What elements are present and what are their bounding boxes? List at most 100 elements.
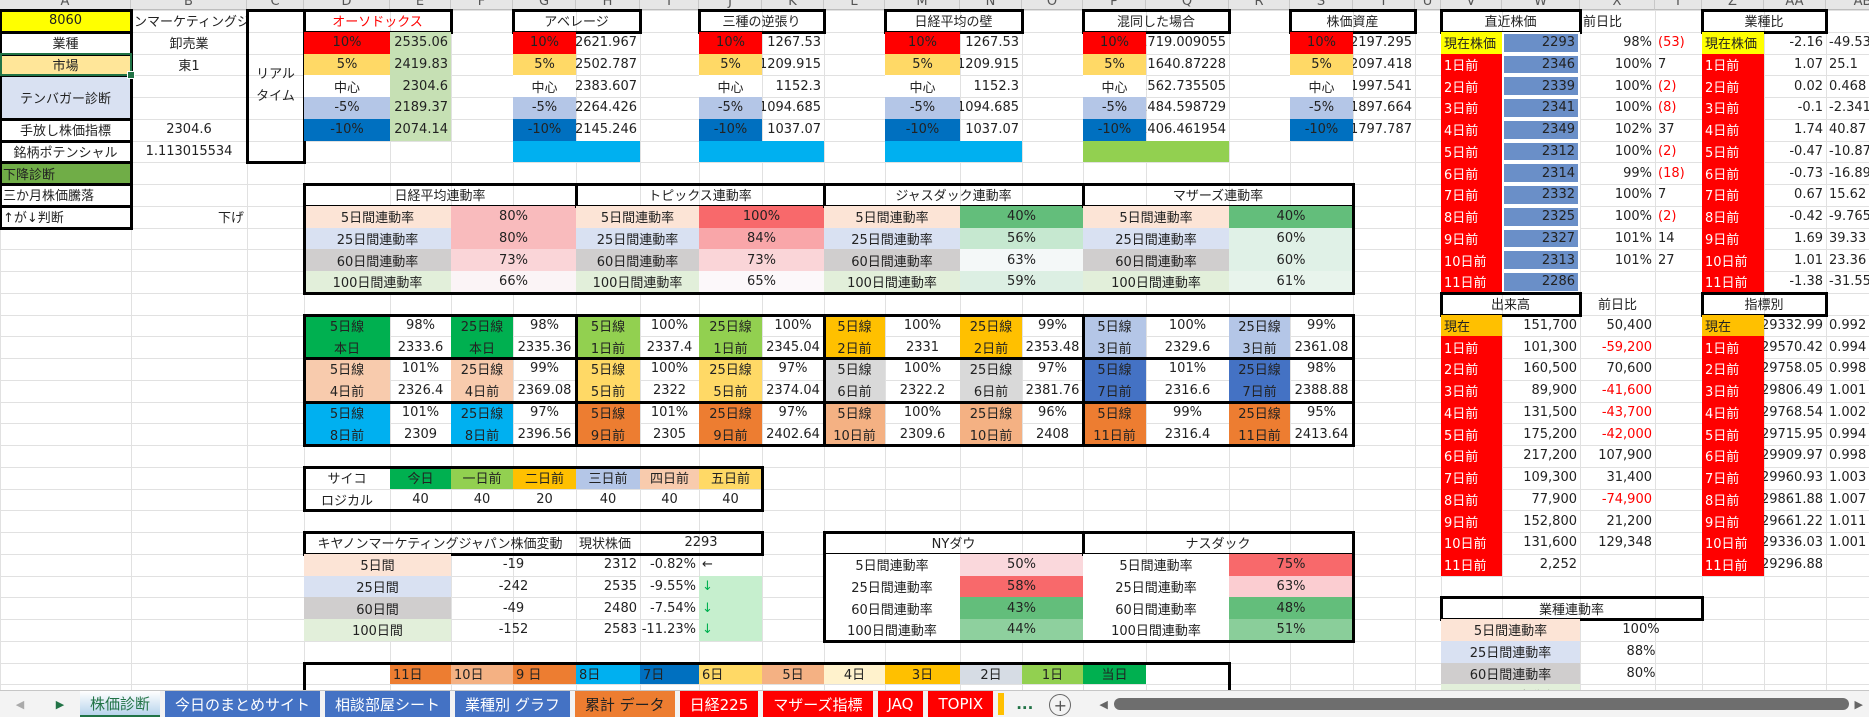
level-value[interactable]: 1640.87228 bbox=[1147, 56, 1226, 72]
ma25-label[interactable]: 25日線 bbox=[451, 314, 513, 337]
ma25-pct[interactable]: 97% bbox=[530, 404, 559, 420]
ma-day-label[interactable]: 11日前 bbox=[1083, 423, 1146, 445]
index-ratio[interactable]: 1.007 bbox=[1829, 491, 1867, 507]
judge-label[interactable]: ↑が↓判断 bbox=[3, 211, 64, 227]
us-period-label[interactable]: 60日間連動率 bbox=[824, 597, 960, 619]
ma25-pct[interactable]: 95% bbox=[1307, 404, 1336, 420]
potential-label[interactable]: 銘柄ポテンシャル bbox=[13, 145, 118, 161]
price-change-pct[interactable]: -7.54% bbox=[650, 600, 696, 616]
us-index-value[interactable]: 75% bbox=[1229, 553, 1353, 576]
index-day-label[interactable]: 11日前 bbox=[1702, 553, 1764, 576]
level-value[interactable]: 1897.664 bbox=[1353, 100, 1412, 116]
level-value[interactable]: 1037.07 bbox=[965, 122, 1019, 138]
sector-period-label[interactable]: 5日間連動率 bbox=[1441, 619, 1580, 641]
ma25-pct[interactable]: 99% bbox=[1038, 317, 1067, 333]
recent-diff[interactable]: (53) bbox=[1658, 35, 1685, 51]
correlation-period-label[interactable]: 60日間連動率 bbox=[1083, 249, 1229, 271]
volume-day-label[interactable]: 8日前 bbox=[1441, 488, 1502, 511]
ma5-label[interactable]: 5日線 bbox=[304, 314, 390, 337]
recent-price[interactable]: 2346 bbox=[1502, 53, 1580, 76]
day-strip-label[interactable]: 8日 bbox=[576, 662, 640, 685]
us-index-value[interactable]: 63% bbox=[1229, 575, 1353, 598]
recent-day-label[interactable]: 現在株価 bbox=[1441, 31, 1502, 54]
correlation-value[interactable]: 100% bbox=[699, 205, 824, 228]
level-label[interactable]: -5% bbox=[1083, 97, 1146, 119]
ratio-value[interactable]: -1.38 bbox=[1789, 274, 1823, 290]
ma-day-label[interactable]: 本日 bbox=[451, 336, 513, 358]
ma5-pct[interactable]: 100% bbox=[903, 404, 942, 420]
column-header[interactable]: Z bbox=[1702, 0, 1764, 10]
ratio-value-2[interactable]: 15.62 bbox=[1829, 187, 1867, 203]
us-period-label[interactable]: 5日間連動率 bbox=[824, 553, 960, 576]
sector-period-label[interactable]: 100日間連動率 bbox=[1441, 684, 1580, 690]
us-index-value[interactable]: 50% bbox=[960, 553, 1083, 576]
recent-pct[interactable]: 100% bbox=[1614, 187, 1652, 203]
index-ratio[interactable]: 0.994 bbox=[1829, 426, 1867, 442]
psychological-day[interactable]: 三日前 bbox=[576, 466, 640, 489]
column-header[interactable]: O bbox=[1022, 0, 1083, 10]
ma5-value[interactable]: 2316.4 bbox=[1164, 426, 1211, 442]
level-value[interactable]: 1152.3 bbox=[775, 78, 822, 94]
recent-day-label[interactable]: 7日前 bbox=[1441, 184, 1502, 206]
ma5-pct[interactable]: 100% bbox=[650, 361, 689, 377]
day-strip-label[interactable]: 1日 bbox=[1022, 662, 1083, 685]
column-header[interactable]: AA bbox=[1764, 0, 1826, 10]
ratio-value-2[interactable]: -2.341 bbox=[1829, 100, 1869, 116]
column-header[interactable]: X bbox=[1580, 0, 1655, 10]
method-title[interactable]: 三種の逆張り bbox=[722, 15, 801, 31]
recent-price[interactable]: 2327 bbox=[1502, 227, 1580, 250]
sector-correlation-title[interactable]: 業種連動率 bbox=[1538, 602, 1604, 618]
correlation-period-label[interactable]: 100日間連動率 bbox=[824, 271, 960, 293]
us-period-label[interactable]: 25日間連動率 bbox=[824, 575, 960, 598]
ma25-label[interactable]: 25日線 bbox=[451, 401, 513, 424]
volume-day-label[interactable]: 5日前 bbox=[1441, 423, 1502, 445]
ma25-label[interactable]: 25日線 bbox=[960, 358, 1022, 380]
ratio-value-2[interactable]: -49.53 bbox=[1829, 35, 1869, 51]
volume-change-header[interactable]: 前日比 bbox=[1597, 298, 1637, 314]
ma25-pct[interactable]: 97% bbox=[1038, 361, 1067, 377]
us-period-label[interactable]: 100日間連動率 bbox=[1083, 619, 1229, 641]
method-title[interactable]: 混同した場合 bbox=[1116, 15, 1195, 31]
add-sheet-icon[interactable]: + bbox=[1049, 694, 1072, 716]
sector-period-label[interactable]: 25日間連動率 bbox=[1441, 640, 1580, 663]
ma25-pct[interactable]: 98% bbox=[530, 317, 559, 333]
ma5-value[interactable]: 2322.2 bbox=[899, 383, 946, 399]
psychological-value[interactable]: 40 bbox=[599, 491, 617, 507]
method-title[interactable]: オーソドックス bbox=[332, 15, 423, 31]
recent-diff[interactable]: (2) bbox=[1658, 209, 1677, 225]
day-strip-label[interactable]: 4日 bbox=[824, 662, 885, 685]
ma-day-label[interactable]: 3日前 bbox=[1229, 336, 1290, 358]
recent-price[interactable]: 2325 bbox=[1502, 205, 1580, 228]
hidden-tab-sliver[interactable] bbox=[998, 693, 1005, 715]
ma-day-label[interactable]: 6日前 bbox=[824, 379, 885, 402]
ma-day-label[interactable]: 2日前 bbox=[824, 336, 885, 358]
sheet-tab[interactable]: マザーズ指標 bbox=[763, 691, 873, 717]
price-change-title[interactable]: キヤノンマーケティングジャパン株価変動 bbox=[317, 537, 563, 553]
correlation-period-label[interactable]: 60日間連動率 bbox=[576, 249, 699, 271]
recent-day-label[interactable]: 9日前 bbox=[1441, 227, 1502, 250]
volume-value[interactable]: 131,500 bbox=[1523, 404, 1577, 420]
ma25-label[interactable]: 25日線 bbox=[699, 314, 762, 337]
price-change-base[interactable]: 2312 bbox=[603, 557, 637, 573]
index-ratio[interactable]: 1.001 bbox=[1829, 383, 1867, 399]
sector-correlation-value[interactable]: 80% bbox=[1626, 665, 1656, 681]
ratio-day-label[interactable]: 7日前 bbox=[1702, 184, 1764, 206]
ma25-label[interactable]: 25日線 bbox=[1229, 401, 1290, 424]
ratio-value[interactable]: -0.47 bbox=[1789, 143, 1823, 159]
ma-day-label[interactable]: 1日前 bbox=[576, 336, 640, 358]
ma25-value[interactable]: 2369.08 bbox=[517, 383, 572, 399]
judge-value[interactable]: 下げ bbox=[217, 211, 244, 227]
correlation-title[interactable]: トピックス連動率 bbox=[648, 189, 752, 205]
volume-diff[interactable]: -74,900 bbox=[1601, 491, 1652, 507]
tab-scroll-left-icon[interactable]: ◀ bbox=[15, 697, 25, 711]
index-ratio[interactable]: 1.003 bbox=[1829, 470, 1867, 486]
level-value[interactable]: 2264.426 bbox=[576, 100, 637, 116]
ratio-day-label[interactable]: 8日前 bbox=[1702, 205, 1764, 228]
index-value[interactable]: 29768.54 bbox=[1764, 404, 1823, 420]
level-label[interactable]: 10% bbox=[513, 31, 576, 54]
correlation-period-label[interactable]: 25日間連動率 bbox=[576, 227, 699, 250]
ma-day-label[interactable]: 7日前 bbox=[1229, 379, 1290, 402]
ma5-pct[interactable]: 101% bbox=[1168, 361, 1207, 377]
market-label[interactable]: 市場 bbox=[0, 53, 131, 76]
level-value[interactable]: 2304.6 bbox=[390, 75, 451, 97]
